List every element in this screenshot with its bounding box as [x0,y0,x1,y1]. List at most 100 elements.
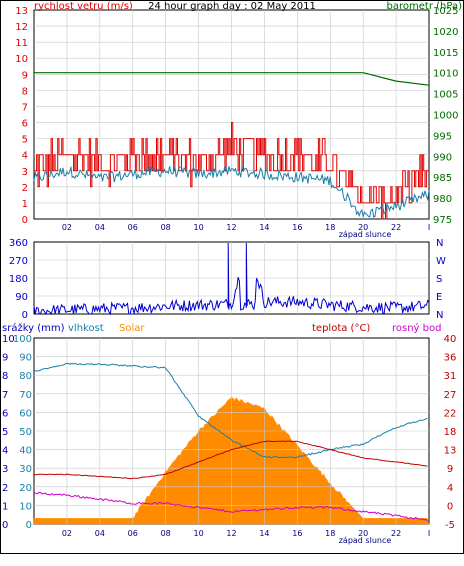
wind-panel: rychlost vetru (m/s) 24 hour graph day :… [15,1,462,239]
direction-series [33,242,430,316]
compass-label: N [436,238,443,249]
wind-tick-label: 0 [22,215,28,226]
direction-tick-label: 90 [15,292,28,303]
compass-label: N [436,310,443,321]
hour-label: 04 [95,223,105,232]
barometer-tick-label: 975 [433,215,452,226]
rain-tick-label: 1 [2,501,8,512]
temperature-grid [34,338,429,524]
hour-label: 14 [259,529,269,538]
temperature-tick-label: 4 [447,483,453,494]
wind-tick-label: 10 [15,54,28,65]
humidity-tick-label: 40 [19,446,32,457]
wind-tick-label: 13 [15,6,28,17]
hour-label: 02 [62,529,72,538]
humidity-tick-label: 80 [19,371,32,382]
hour-label: I [428,223,430,232]
rain-tick-label: 2 [2,483,8,494]
barometer-tick-label: 1000 [433,111,458,122]
hour-label: 16 [292,529,302,538]
solar-axis-label: Solar [119,323,145,334]
rain-axis-label: srážky (mm) [2,322,65,334]
direction-tick-label: 180 [9,274,28,285]
wind-tick-label: 8 [22,86,28,97]
barometer-tick-label: 985 [433,173,452,184]
rain-tick-label: 7 [2,390,8,401]
wind-tick-label: 1 [22,199,28,210]
hour-label: 04 [95,529,105,538]
temperature-tick-label: -5 [445,520,455,531]
hour-label: 22 [391,529,401,538]
humidity-tick-label: 20 [19,483,32,494]
humidity-tick-label: 10 [19,501,32,512]
wind-tick-label: 9 [22,70,28,81]
barometer-tick-label: 980 [433,194,452,205]
compass-label: E [436,292,442,303]
humidity-series [33,362,428,459]
barometer-series [34,72,430,86]
temperature-tick-label: 27 [444,390,457,401]
barometer-tick-label: 1020 [433,27,458,38]
hour-label: 16 [292,223,302,232]
barometer-tick-label: 995 [433,131,452,142]
hour-label: I [428,529,430,538]
barometer-right-ticks: 1025 1020 1015 1010 1005 1000 995 990 985 980 975 [433,6,458,226]
wind-average-series [33,164,430,219]
temperature-tick-label: 18 [444,427,457,438]
rain-tick-label: 8 [2,371,8,382]
wind-axis-label: rychlost vetru (m/s) [34,1,133,12]
wind-time-axis: 02 04 06 08 10 12 14 16 18 20 22 I [62,223,430,232]
wind-grid [34,10,429,219]
rain-tick-label: 6 [2,408,8,419]
direction-grid [34,242,429,314]
rain-tick-label: 9 [2,353,8,364]
humidity-tick-label: 30 [19,464,32,475]
wind-tick-label: 2 [22,183,28,194]
wind-tick-label: 11 [15,38,28,49]
compass-label: S [436,274,442,285]
sunset-label-top: západ slunce [339,230,392,239]
hour-label: 18 [325,529,335,538]
temperature-series [33,440,428,480]
wind-speed-series [34,122,429,220]
hour-label: 12 [226,223,236,232]
hour-label: 02 [62,223,72,232]
hour-label: 10 [193,529,203,538]
hour-label: 20 [358,223,368,232]
wind-tick-label: 7 [22,102,28,113]
hour-label: 06 [128,529,138,538]
temperature-tick-label: 22 [444,408,457,419]
temperature-panel: srážky (mm) vlhkost Solar teplota (°C) r… [2,322,456,545]
temperature-tick-label: 13 [444,446,457,457]
hour-label: 10 [193,223,203,232]
humidity-tick-label: 0 [26,520,32,531]
temperature-axis-label: teplota (°C) [312,323,370,334]
hour-label: 18 [325,223,335,232]
sunset-label-bottom: západ slunce [339,536,392,545]
wind-tick-label: 3 [22,167,28,178]
temperature-tick-label: 31 [444,371,457,382]
barometer-tick-label: 1005 [433,90,458,101]
wind-tick-label: 6 [22,119,28,130]
hour-label: 08 [161,529,171,538]
humidity-tick-label: 90 [19,353,32,364]
temperature-tick-label: 36 [444,353,457,364]
barometer-tick-label: 1010 [433,69,458,80]
compass-label: W [436,256,446,267]
page-title: 24 hour graph day : 02 May 2011 [148,1,316,12]
hour-label: 22 [391,223,401,232]
direction-tick-label: 0 [22,310,28,321]
rain-tick-label: 0 [2,520,8,531]
hour-label: 08 [161,223,171,232]
direction-left-ticks: 360 270 180 90 0 [9,238,28,321]
barometer-tick-label: 990 [433,152,452,163]
temperature-time-axis: 02 04 06 08 10 12 14 16 18 20 22 I [62,529,430,538]
humidity-tick-label: 70 [19,390,32,401]
temperature-tick-label: 0 [447,501,453,512]
hour-label: 14 [259,223,269,232]
dewpoint-series [33,491,428,522]
barometer-axis-label: barometr (hPa) [387,1,463,12]
